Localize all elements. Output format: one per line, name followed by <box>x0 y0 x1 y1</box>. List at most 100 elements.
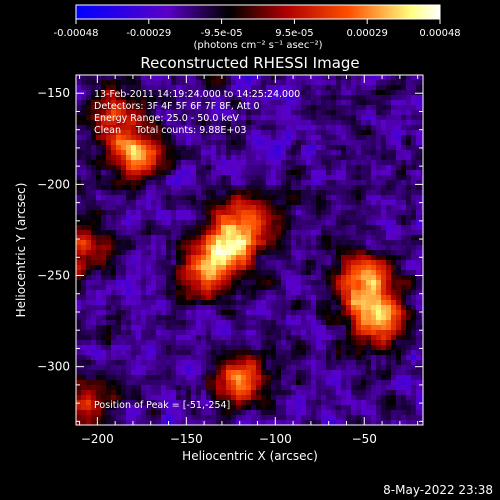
heatmap-cell <box>236 90 242 96</box>
heatmap-cell <box>231 225 237 231</box>
heatmap-cell <box>391 320 397 326</box>
heatmap-cell <box>96 165 102 171</box>
heatmap-cell <box>341 90 347 96</box>
heatmap-cell <box>101 390 107 396</box>
heatmap-cell <box>171 400 177 406</box>
heatmap-cell <box>286 355 292 361</box>
heatmap-cell <box>386 300 392 306</box>
heatmap-cell <box>126 335 132 341</box>
heatmap-cell <box>166 325 172 331</box>
heatmap-cell <box>171 300 177 306</box>
heatmap-cell <box>341 345 347 351</box>
heatmap-cell <box>106 195 112 201</box>
heatmap-cell <box>151 180 157 186</box>
heatmap-cell <box>391 120 397 126</box>
heatmap-cell <box>316 250 322 256</box>
heatmap-cell <box>411 415 417 421</box>
heatmap-cell <box>326 80 332 86</box>
heatmap-cell <box>416 150 422 156</box>
heatmap-cell <box>301 370 307 376</box>
heatmap-cell <box>236 255 242 261</box>
heatmap-cell <box>316 130 322 136</box>
heatmap-cell <box>296 355 302 361</box>
heatmap-cell <box>201 230 207 236</box>
heatmap-cell <box>401 250 407 256</box>
heatmap-cell <box>371 265 377 271</box>
heatmap-cell <box>301 110 307 116</box>
heatmap-cell <box>196 225 202 231</box>
heatmap-cell <box>396 85 402 91</box>
heatmap-cell <box>201 115 207 121</box>
heatmap-cell <box>281 410 287 416</box>
heatmap-cell <box>121 195 127 201</box>
heatmap-cell <box>421 405 423 411</box>
heatmap-cell <box>411 350 417 356</box>
heatmap-cell <box>321 400 327 406</box>
heatmap-cell <box>281 110 287 116</box>
heatmap-cell <box>201 215 207 221</box>
heatmap-cell <box>361 185 367 191</box>
heatmap-cell <box>271 295 277 301</box>
heatmap-cell <box>76 285 82 291</box>
heatmap-cell <box>396 160 402 166</box>
heatmap-cell <box>121 420 127 425</box>
heatmap-cell <box>316 355 322 361</box>
heatmap-cell <box>371 165 377 171</box>
heatmap-cell <box>416 355 422 361</box>
heatmap-cell <box>81 410 87 416</box>
heatmap-cell <box>76 405 82 411</box>
heatmap-cell <box>136 180 142 186</box>
heatmap-cell <box>291 125 297 131</box>
heatmap-cell <box>326 100 332 106</box>
heatmap-cell <box>281 315 287 321</box>
heatmap-cell <box>306 250 312 256</box>
heatmap-cell <box>121 270 127 276</box>
heatmap-cell <box>226 315 232 321</box>
heatmap-cell <box>206 260 212 266</box>
heatmap-cell <box>81 295 87 301</box>
heatmap-cell <box>266 335 272 341</box>
heatmap-cell <box>376 385 382 391</box>
heatmap-cell <box>241 265 247 271</box>
heatmap-cell <box>151 380 157 386</box>
heatmap-cell <box>171 260 177 266</box>
heatmap-cell <box>176 245 182 251</box>
heatmap-cell <box>211 80 217 86</box>
heatmap-cell <box>116 260 122 266</box>
heatmap-cell <box>106 415 112 421</box>
heatmap-cell <box>141 205 147 211</box>
heatmap-cell <box>141 95 147 101</box>
heatmap-cell <box>176 155 182 161</box>
heatmap-cell <box>356 110 362 116</box>
heatmap-cell <box>151 155 157 161</box>
heatmap-cell <box>346 275 352 281</box>
heatmap-cell <box>306 100 312 106</box>
heatmap-cell <box>361 405 367 411</box>
heatmap-cell <box>316 210 322 216</box>
heatmap-cell <box>126 320 132 326</box>
heatmap-cell <box>366 240 372 246</box>
heatmap-cell <box>256 245 262 251</box>
heatmap-cell <box>256 300 262 306</box>
heatmap-cell <box>81 380 87 386</box>
heatmap-cell <box>121 200 127 206</box>
heatmap-cell <box>206 340 212 346</box>
heatmap-cell <box>391 315 397 321</box>
heatmap-cell <box>76 160 82 166</box>
heatmap-cell <box>81 265 87 271</box>
heatmap-cell <box>371 210 377 216</box>
heatmap-cell <box>371 220 377 226</box>
heatmap-cell <box>406 125 412 131</box>
heatmap-cell <box>101 380 107 386</box>
heatmap-cell <box>246 325 252 331</box>
heatmap-cell <box>121 415 127 421</box>
heatmap-cell <box>366 95 372 101</box>
heatmap-cell <box>311 265 317 271</box>
heatmap-cell <box>96 140 102 146</box>
heatmap-cell <box>401 370 407 376</box>
heatmap-cell <box>96 350 102 356</box>
heatmap-cell <box>331 365 337 371</box>
heatmap-cell <box>221 155 227 161</box>
heatmap-cell <box>321 350 327 356</box>
heatmap-cell <box>316 330 322 336</box>
